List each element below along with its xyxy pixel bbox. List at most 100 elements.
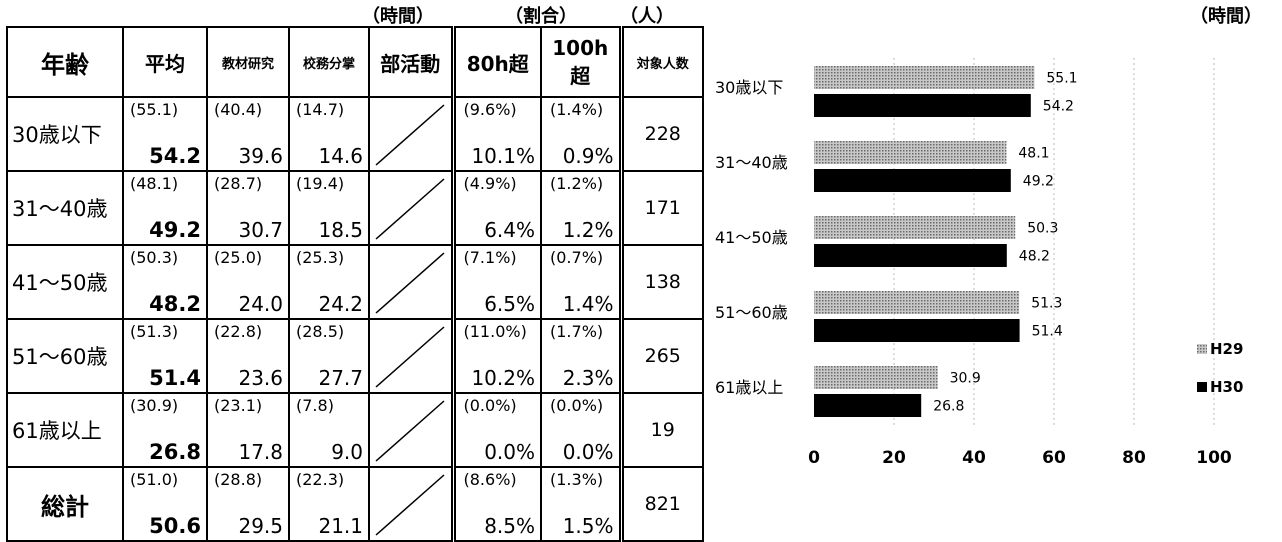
over80-cell-current: 8.5% <box>484 514 535 538</box>
over100-cell: (0.0%) 0.0% <box>540 392 622 468</box>
over80-cell: (11.0%) 10.2% <box>450 318 542 394</box>
count-cell: 228 <box>618 96 704 172</box>
bar-H30 <box>814 94 1031 117</box>
age-cell: 30歳以下 <box>6 96 124 172</box>
table-row: 61歳以上 (30.9) 26.8 (23.1) 17.8 (7.8) 9.0 (0.0%) 0… <box>6 392 704 468</box>
over80-cell-current: 0.0% <box>484 440 535 464</box>
bukatsu-empty-cell <box>368 466 454 542</box>
over80-cell: (7.1%) 6.5% <box>450 244 542 320</box>
x-tick-label: 60 <box>1042 448 1066 468</box>
kyozai-cell-current: 30.7 <box>238 218 283 242</box>
data-label-H30: 54.2 <box>1043 99 1074 115</box>
bar-H30 <box>814 169 1011 192</box>
over80-cell: (8.6%) 8.5% <box>450 466 542 542</box>
komu-cell: (7.8) 9.0 <box>288 392 370 468</box>
avg-cell-prev: (48.1) <box>130 174 179 193</box>
avg-cell: (48.1) 49.2 <box>122 170 208 246</box>
over100-cell-current: 1.2% <box>562 218 614 242</box>
data-label-H29: 30.9 <box>950 371 981 387</box>
avg-cell-prev: (30.9) <box>130 396 179 415</box>
komu-cell-prev: (14.7) <box>296 100 345 119</box>
legend-swatch-H30 <box>1197 382 1207 392</box>
komu-cell-prev: (19.4) <box>296 174 345 193</box>
komu-cell-current: 21.1 <box>318 514 363 538</box>
komu-cell-prev: (25.3) <box>296 248 345 267</box>
over100-cell: (0.7%) 1.4% <box>540 244 622 320</box>
header-komu: 校務分掌 <box>288 26 370 98</box>
chart-bars: 55.1 54.2 48.1 49.2 50.3 48.2 51.3 51.4 30.9 26.8 <box>814 66 1078 417</box>
komu-cell: (25.3) 24.2 <box>288 244 370 320</box>
bukatsu-empty-cell <box>368 244 454 320</box>
bar-H30 <box>814 319 1020 342</box>
over80-cell-current: 10.1% <box>471 144 535 168</box>
count-cell: 171 <box>618 170 704 246</box>
table-row: 41〜50歳 (50.3) 48.2 (25.0) 24.0 (25.3) 24.2 (7.1… <box>6 244 704 320</box>
data-label-H29: 55.1 <box>1046 71 1077 87</box>
kyozai-cell: (40.4) 39.6 <box>206 96 290 172</box>
over100-cell-prev: (1.4%) <box>550 100 604 119</box>
header-bukatsu: 部活動 <box>368 26 454 98</box>
age-cell: 31〜40歳 <box>6 170 124 246</box>
header-over100: 100h超 <box>540 26 622 98</box>
category-label: 31〜40歳 <box>715 153 788 172</box>
over100-cell-current: 1.5% <box>562 514 614 538</box>
avg-cell-prev: (51.3) <box>130 322 179 341</box>
chart-x-ticks: 0 20 40 60 80 100 <box>808 448 1232 468</box>
over80-cell: (0.0%) 0.0% <box>450 392 542 468</box>
over80-cell-current: 6.4% <box>484 218 535 242</box>
avg-cell-current: 49.2 <box>149 218 201 242</box>
kyozai-cell-prev: (40.4) <box>214 100 263 119</box>
header-avg: 平均 <box>122 26 208 98</box>
over100-cell-current: 2.3% <box>562 366 614 390</box>
over80-cell-prev: (7.1%) <box>463 248 517 267</box>
over100-cell-current: 0.0% <box>562 440 614 464</box>
komu-cell: (19.4) 18.5 <box>288 170 370 246</box>
chart-category-labels: 30歳以下 31〜40歳 41〜50歳 51〜60歳 61歳以上 <box>715 78 788 397</box>
avg-cell: (51.0) 50.6 <box>122 466 208 542</box>
bar-H30 <box>814 394 922 417</box>
category-label: 61歳以上 <box>715 378 783 397</box>
over100-cell: (1.3%) 1.5% <box>540 466 622 542</box>
unit-people-label: （人） <box>620 6 674 27</box>
over80-cell: (4.9%) 6.4% <box>450 170 542 246</box>
data-label-H30: 48.2 <box>1019 249 1050 265</box>
over100-cell-current: 0.9% <box>562 144 614 168</box>
data-label-H30: 51.4 <box>1032 324 1063 340</box>
avg-cell-prev: (50.3) <box>130 248 179 267</box>
count-cell: 265 <box>618 318 704 394</box>
over80-cell-prev: (11.0%) <box>463 322 527 341</box>
category-label: 41〜50歳 <box>715 228 788 247</box>
komu-cell: (28.5) 27.7 <box>288 318 370 394</box>
komu-cell-prev: (28.5) <box>296 322 345 341</box>
table-row: 31〜40歳 (48.1) 49.2 (28.7) 30.7 (19.4) 18.5 (4.9… <box>6 170 704 246</box>
bukatsu-empty-cell <box>368 170 454 246</box>
kyozai-cell-current: 24.0 <box>238 292 283 316</box>
kyozai-cell-prev: (23.1) <box>214 396 263 415</box>
komu-cell-current: 18.5 <box>318 218 363 242</box>
kyozai-cell-current: 29.5 <box>238 514 283 538</box>
avg-cell: (30.9) 26.8 <box>122 392 208 468</box>
data-label-H29: 48.1 <box>1018 146 1049 162</box>
legend-swatch-H29 <box>1197 344 1207 354</box>
kyozai-cell-prev: (22.8) <box>214 322 263 341</box>
avg-cell-current: 26.8 <box>149 440 201 464</box>
header-row: 年齢 平均 教材研究 校務分掌 部活動 80h超 100h超 対象人数 <box>6 26 704 98</box>
avg-cell-prev: (55.1) <box>130 100 179 119</box>
bukatsu-empty-cell <box>368 96 454 172</box>
kyozai-cell: (28.8) 29.5 <box>206 466 290 542</box>
bar-H29 <box>814 216 1016 239</box>
x-tick-label: 20 <box>882 448 906 468</box>
over100-cell: (1.7%) 2.3% <box>540 318 622 394</box>
over80-cell-current: 6.5% <box>484 292 535 316</box>
bar-H29 <box>814 366 938 389</box>
avg-cell-current: 48.2 <box>149 292 201 316</box>
kyozai-cell: (23.1) 17.8 <box>206 392 290 468</box>
overtime-bar-chart: 55.1 54.2 48.1 49.2 50.3 48.2 51.3 51.4 30.9 26.8… <box>715 58 1243 468</box>
age-cell: 61歳以上 <box>6 392 124 468</box>
unit-time-label: （時間） <box>362 6 434 27</box>
kyozai-cell: (22.8) 23.6 <box>206 318 290 394</box>
bar-H29 <box>814 66 1035 89</box>
legend-label-H29: H29 <box>1210 340 1243 358</box>
kyozai-cell-current: 23.6 <box>238 366 283 390</box>
header-over80: 80h超 <box>450 26 542 98</box>
